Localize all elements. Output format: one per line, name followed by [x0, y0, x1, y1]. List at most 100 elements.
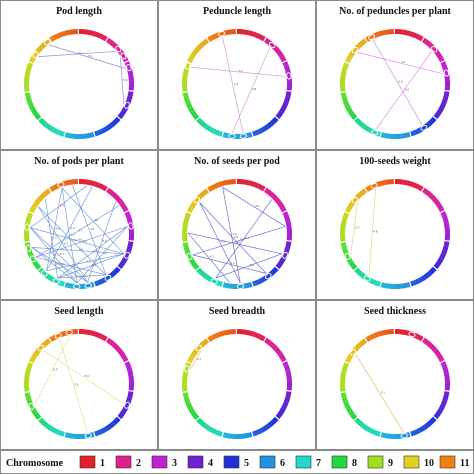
chromosome-1-segment — [101, 34, 106, 41]
chromosome-6-segment — [235, 133, 238, 139]
chromosome-9-segment — [340, 84, 346, 87]
chromosome-6-segment — [81, 283, 85, 289]
chromosome-10-segment — [193, 48, 199, 54]
chromosome-8-segment — [27, 101, 33, 106]
chromosome-10-segment — [190, 52, 197, 58]
chromosome-1-segment — [261, 185, 266, 192]
chromosome-6-segment — [222, 282, 227, 288]
chromosome-8-segment — [341, 94, 347, 99]
chromosome-2-segment — [425, 40, 431, 47]
chromosome-3-segment — [126, 65, 132, 70]
chromosome-5-segment — [252, 130, 257, 137]
chromosome-8-segment — [28, 103, 34, 108]
qtl-markers — [351, 34, 450, 136]
chromosome-10-segment — [33, 200, 40, 206]
chromosome-3-segment — [284, 365, 290, 370]
chromosome-5-segment — [106, 424, 112, 430]
chromosome-9-segment — [24, 388, 30, 392]
chromosome-2-segment — [265, 39, 271, 45]
chromosome-5-segment — [260, 426, 266, 433]
chromosome-7-segment — [365, 126, 371, 132]
chromosome-8-segment — [188, 107, 194, 112]
qtl-marker — [73, 283, 81, 290]
chromosome-5-segment — [420, 275, 426, 282]
chromosome-3-segment — [440, 211, 447, 216]
chromosome-5-segment — [271, 268, 277, 274]
qtl-marker — [363, 275, 371, 282]
qtl-link-label: 5.0 — [399, 80, 404, 84]
chromosome-4-segment — [117, 114, 123, 120]
legend-swatch-11 — [439, 455, 456, 469]
chromosome-ring — [181, 329, 292, 439]
qtl-marker — [184, 62, 191, 70]
chromosome-7-segment — [214, 129, 219, 136]
chromosome-2-segment — [271, 343, 277, 350]
chromosome-3-segment — [127, 373, 134, 377]
qtl-marker — [420, 124, 428, 131]
qtl-link — [43, 350, 125, 405]
panel-frame — [0, 150, 158, 300]
chromosome-2-segment — [425, 340, 431, 347]
chromosome-11-segment — [51, 35, 56, 41]
chromosome-7-segment — [359, 422, 365, 428]
chromosome-7-segment — [212, 428, 217, 435]
chromosome-10-segment — [348, 202, 355, 208]
chromosome-7-segment — [61, 431, 65, 437]
chromosome-1-segment — [92, 181, 97, 187]
qtl-marker — [344, 252, 351, 260]
chromosome-3-segment — [286, 375, 292, 379]
chromosome-9-segment — [182, 79, 188, 83]
chromosome-9-segment — [182, 224, 188, 228]
chromosome-10-segment — [362, 338, 368, 344]
chromosome-6-segment — [235, 283, 238, 290]
chromosome-5-segment — [426, 421, 432, 428]
chromosome-5-segment — [111, 120, 118, 126]
chromosome-3-segment — [440, 61, 447, 66]
chromosome-9-segment — [24, 226, 30, 230]
chromosome-5-segment — [410, 130, 415, 137]
chromosome-6-segment — [77, 133, 80, 139]
chromosome-11-segment — [211, 34, 217, 40]
chromosome-9-segment — [185, 362, 192, 367]
chromosome-1-segment — [98, 183, 104, 190]
chromosome-10-segment — [35, 198, 41, 204]
chromosome-10-segment — [38, 44, 44, 51]
chromosome-8-segment — [348, 111, 355, 117]
chromosome-8-segment — [35, 264, 42, 271]
chromosome-4-segment — [436, 260, 442, 266]
chromosome-9-segment — [27, 62, 34, 67]
chromosome-7-segment — [49, 126, 55, 132]
legend-swatch-10 — [403, 455, 420, 469]
qtl-link — [61, 187, 125, 255]
chromosome-10-segment — [200, 41, 206, 47]
chromosome-1-segment — [98, 333, 104, 340]
chromosome-6-segment — [393, 133, 396, 139]
chromosome-3-segment — [284, 215, 290, 220]
chromosome-6-segment — [230, 133, 234, 139]
chromosome-3-segment — [282, 211, 289, 216]
chromosome-3-segment — [128, 85, 134, 89]
chromosome-2-segment — [106, 337, 111, 344]
chromosome-1-segment — [399, 179, 403, 185]
chromosome-9-segment — [24, 381, 30, 385]
chromosome-10-segment — [46, 338, 52, 344]
chromosome-8-segment — [190, 111, 197, 117]
chromosome-1-segment — [243, 179, 248, 185]
chromosome-1-segment — [239, 29, 243, 35]
chromosome-8-segment — [340, 392, 347, 396]
qtl-link-label: 5.5 — [94, 249, 99, 253]
chromosome-8-segment — [26, 98, 33, 103]
chromosome-3-segment — [285, 220, 291, 225]
chromosome-6-segment — [64, 432, 69, 438]
panels-grid: Pod length 6.1 5.4 5.9 Peduncle length 4.2 5.1… — [0, 0, 474, 450]
chromosome-5-segment — [426, 271, 432, 278]
chromosome-6-segment — [397, 283, 401, 289]
chromosome-3-segment — [286, 75, 292, 79]
qtl-marker — [351, 46, 359, 54]
chromosome-2-segment — [423, 189, 429, 195]
chromosome-4-segment — [278, 260, 284, 266]
chromosome-2-segment — [122, 57, 129, 63]
chromosome-8-segment — [182, 392, 189, 396]
qtl-link — [372, 39, 423, 126]
chromosome-7-segment — [354, 267, 360, 273]
